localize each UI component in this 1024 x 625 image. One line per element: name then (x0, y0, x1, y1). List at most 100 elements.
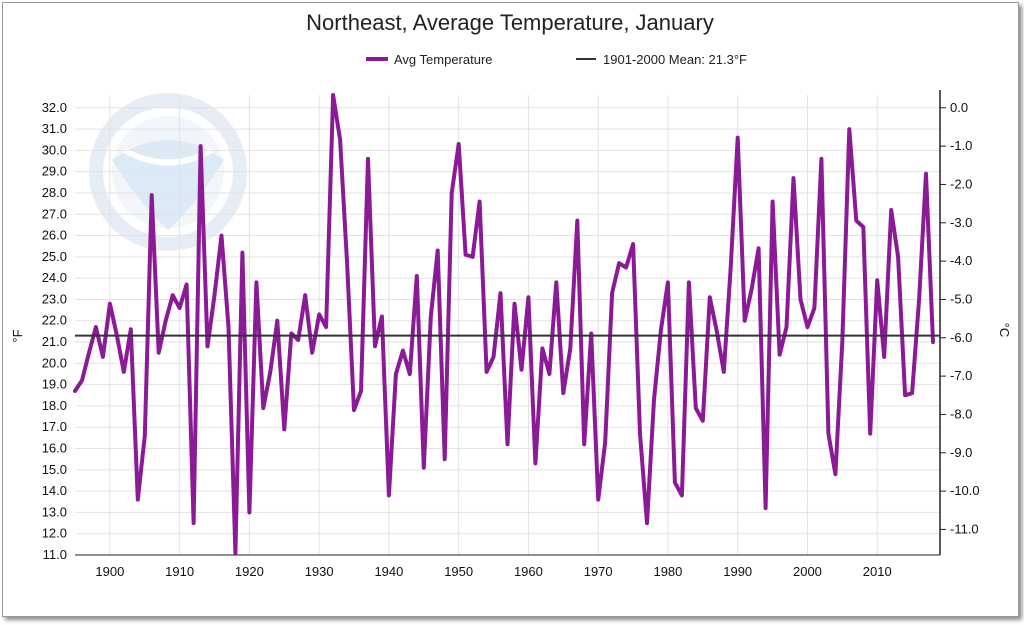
data-point-1913 (199, 145, 202, 147)
data-point-1948 (443, 458, 446, 461)
y-right-tick-label: -10.0 (950, 483, 980, 498)
data-point-1992 (750, 288, 753, 290)
data-point-1953 (478, 200, 481, 203)
data-point-1917 (227, 326, 230, 328)
data-point-2011 (883, 356, 885, 358)
data-point-1959 (520, 368, 523, 371)
data-point-1932 (332, 94, 334, 96)
data-point-2016 (918, 298, 920, 301)
data-point-2008 (862, 226, 865, 228)
data-point-1977 (646, 522, 648, 524)
y-right-tick-label: -11.0 (950, 521, 979, 536)
y-tick-label: 25.0 (42, 249, 67, 264)
y-right-tick-label: -7.0 (950, 368, 972, 383)
data-point-1956 (499, 292, 502, 294)
data-point-1924 (276, 319, 279, 322)
data-point-1981 (674, 481, 676, 484)
data-point-1998 (792, 177, 795, 179)
x-tick-label: 2000 (793, 564, 822, 579)
y-tick-label: 26.0 (42, 228, 67, 243)
y-right-tick-label: -6.0 (950, 330, 972, 345)
data-point-1951 (464, 253, 467, 256)
data-point-2000 (806, 326, 809, 328)
x-tick-label: 1910 (165, 564, 194, 579)
data-point-1958 (513, 302, 516, 305)
data-point-1914 (206, 345, 209, 348)
data-point-2006 (848, 128, 851, 130)
data-point-1915 (213, 294, 216, 297)
data-point-1950 (457, 143, 460, 145)
data-point-1911 (185, 283, 188, 286)
data-point-1916 (220, 234, 223, 237)
y-tick-label: 27.0 (42, 206, 67, 221)
y-axis-left-label: °F (10, 329, 25, 342)
data-point-1933 (339, 138, 341, 141)
data-point-1973 (618, 262, 620, 265)
data-point-1899 (102, 356, 104, 358)
data-point-1918 (234, 552, 237, 554)
y-right-tick-label: 0.0 (950, 100, 968, 115)
legend-label-mean: 1901-2000 Mean: 21.3°F (603, 52, 747, 67)
legend: Avg Temperature 1901-2000 Mean: 21.3°F (366, 52, 747, 67)
data-point-1925 (283, 428, 286, 431)
data-point-1929 (311, 351, 314, 354)
data-point-1985 (702, 420, 704, 422)
data-point-1930 (318, 313, 321, 316)
data-point-1931 (325, 326, 327, 328)
data-point-1941 (395, 373, 397, 375)
data-point-1934 (346, 262, 348, 265)
y-tick-label: 30.0 (42, 142, 67, 157)
data-point-1912 (192, 522, 195, 524)
data-point-1988 (723, 371, 725, 373)
data-point-2017 (925, 173, 927, 175)
y-right-tick-label: -3.0 (950, 215, 972, 230)
data-point-1900 (109, 302, 111, 305)
data-point-2012 (890, 209, 892, 211)
y-right-tick-label: -4.0 (950, 253, 972, 268)
data-point-2013 (897, 256, 899, 258)
data-point-1895 (74, 390, 76, 392)
data-point-1961 (534, 462, 537, 465)
data-point-1974 (625, 266, 627, 269)
data-point-1943 (409, 373, 411, 375)
data-point-1997 (785, 326, 788, 328)
x-tick-label: 1990 (723, 564, 752, 579)
data-point-2001 (813, 307, 816, 309)
data-point-1952 (471, 256, 474, 258)
data-point-1983 (688, 281, 690, 284)
y-right-tick-label: -1.0 (950, 138, 972, 153)
y-tick-label: 18.0 (42, 398, 67, 413)
y-tick-label: 21.0 (42, 334, 67, 349)
data-point-1968 (583, 443, 585, 446)
data-point-1957 (506, 443, 509, 446)
data-point-1920 (248, 511, 251, 514)
y-tick-label: 29.0 (42, 164, 67, 179)
data-point-2003 (827, 432, 830, 435)
y-tick-label: 20.0 (42, 355, 67, 370)
y-tick-label: 19.0 (42, 377, 67, 392)
series-avg-temperature-line (73, 93, 935, 555)
gridlines (75, 95, 940, 556)
data-point-2014 (904, 394, 906, 397)
y-right-tick-label: -5.0 (950, 291, 972, 306)
data-point-1970 (597, 498, 599, 501)
y-tick-label: 28.0 (42, 185, 67, 200)
data-point-1944 (416, 275, 418, 277)
data-point-1908 (164, 319, 167, 322)
data-point-1989 (729, 266, 732, 269)
data-point-1967 (576, 219, 579, 222)
data-point-1978 (653, 398, 655, 401)
x-tick-label: 2010 (863, 564, 892, 579)
x-tick-label: 1940 (374, 564, 403, 579)
data-point-1982 (681, 494, 683, 497)
chart-title: Northeast, Average Temperature, January (306, 10, 714, 35)
data-point-2004 (834, 473, 837, 475)
data-point-1996 (778, 354, 781, 356)
data-point-1955 (492, 356, 495, 358)
data-point-1990 (736, 136, 739, 139)
data-point-1976 (639, 432, 641, 435)
data-point-1926 (290, 332, 293, 335)
data-point-2002 (820, 158, 823, 160)
data-point-1966 (569, 347, 572, 350)
data-point-2005 (841, 341, 844, 343)
